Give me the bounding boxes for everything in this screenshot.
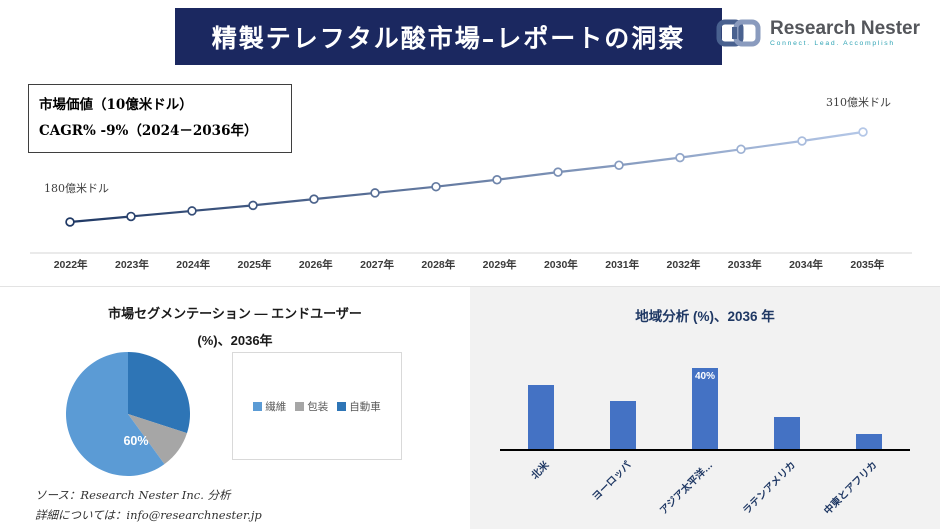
segmentation-title: 市場セグメンテーション — エンドユーザー (%)、2036年 xyxy=(10,300,460,355)
legend-item-繊維: 繊維 xyxy=(253,399,286,414)
data-point-marker xyxy=(736,144,746,155)
bar-value-label: 40% xyxy=(694,371,716,383)
bar-column: ヨーロッパ xyxy=(582,358,664,503)
market-value-line-chart xyxy=(30,127,912,254)
footer-source: ソース：Research Nester Inc. 分析 xyxy=(35,488,231,502)
logo-text: Research Nester Connect. Lead. Accomplis… xyxy=(770,17,920,48)
data-point-marker xyxy=(248,200,258,211)
pie-slice-自動車 xyxy=(128,352,191,434)
footer: ソース：Research Nester Inc. 分析 詳細については：info… xyxy=(35,486,262,525)
legend-item-自動車: 自動車 xyxy=(337,399,381,414)
pie-data-label: 60% xyxy=(123,434,148,448)
x-axis-label: 2028年 xyxy=(421,259,456,271)
footer-contact: 詳細については：info@researchnester.jp xyxy=(35,507,262,522)
x-axis-label: 2024年 xyxy=(176,259,211,271)
legend-item-包装: 包装 xyxy=(295,399,328,414)
segmentation-title-line2: (%)、2036年 xyxy=(197,333,273,349)
bar-column: ラテンアメリカ xyxy=(741,358,828,517)
data-point-marker xyxy=(126,211,136,222)
cagr-label: CAGR% -9%（2024－2036年） xyxy=(39,123,258,140)
pie-slice-包装 xyxy=(128,414,187,465)
data-point-marker xyxy=(614,160,624,170)
x-axis-label: 2031年 xyxy=(605,259,640,271)
pie-legend: 繊維 包装 自動車 xyxy=(232,352,402,460)
region-analysis-title: 地域分析 (%)、2036 年 xyxy=(635,309,775,324)
x-axis-labels: 2022年 2023年 2024年 2025年 2026年 2027年 2028年 2029年… xyxy=(40,257,898,272)
x-axis-label: 2022年 xyxy=(53,259,88,271)
chain-links-icon xyxy=(716,19,761,47)
x-axis-label: 2035年 xyxy=(850,259,885,271)
x-axis-label: 2033年 xyxy=(727,259,762,271)
legend-label: 繊維 xyxy=(265,400,287,413)
x-axis-label: 2025年 xyxy=(237,259,272,271)
x-axis-label: 2030年 xyxy=(543,259,578,271)
data-point-marker xyxy=(65,217,75,227)
market-value-label: 市場価値（10億米ドル） xyxy=(39,97,193,113)
segmentation-title-line1: 市場セグメンテーション — エンドユーザー xyxy=(108,306,362,321)
bar-ラテンアメリカ xyxy=(774,417,800,450)
x-axis-label: 2029年 xyxy=(482,259,517,271)
data-point-marker xyxy=(553,167,563,177)
x-axis-label: 2032年 xyxy=(666,259,701,271)
title-banner: 精製テレフタル酸市場–レポートの洞察 xyxy=(175,8,722,65)
pie-slice-繊維 xyxy=(65,352,165,476)
legend-swatch-icon xyxy=(337,401,347,411)
bar-column: 北米 xyxy=(500,358,582,482)
page-title: 精製テレフタル酸市場–レポートの洞察 xyxy=(211,23,686,53)
trend-line xyxy=(68,130,865,224)
data-point-marker xyxy=(858,127,868,137)
legend-swatch-icon xyxy=(295,401,305,411)
data-point-marker xyxy=(797,136,807,146)
x-axis-label: 2023年 xyxy=(114,259,149,271)
bar-アジア太平洋…: 40% xyxy=(692,368,718,450)
bar-column: 中東とアフリカ xyxy=(822,358,910,517)
logo-name: Research Nester xyxy=(770,17,920,39)
legend-label: 包装 xyxy=(307,400,329,413)
legend-label: 自動車 xyxy=(349,400,381,413)
bar-北米 xyxy=(528,384,554,450)
data-point-marker xyxy=(187,206,197,216)
start-value-label: 180億米ドル xyxy=(44,182,109,195)
data-point-marker xyxy=(431,181,441,192)
data-point-marker xyxy=(309,194,319,204)
region-bar-chart: 北米 ヨーロッパ 40% アジア太平洋… ラテンアメリカ 中東とアフリカ xyxy=(500,358,910,517)
x-axis-label: 2034年 xyxy=(789,259,823,271)
enduser-pie-chart: 60% xyxy=(65,352,191,476)
legend-swatch-icon xyxy=(253,401,263,411)
bar-ヨーロッパ xyxy=(610,400,636,450)
data-point-marker xyxy=(492,175,502,185)
end-value-label: 310億米ドル xyxy=(826,96,891,109)
bar-中東とアフリカ xyxy=(856,433,882,450)
data-point-marker xyxy=(675,152,685,163)
market-value-box: 市場価値（10億米ドル） CAGR% -9%（2024－2036年） xyxy=(28,84,292,153)
x-axis-label: 2026年 xyxy=(298,259,333,271)
x-axis-label: 2027年 xyxy=(360,259,394,271)
bar-axis-baseline xyxy=(500,449,910,451)
section-divider xyxy=(0,286,940,287)
brand-logo: Research Nester Connect. Lead. Accomplis… xyxy=(716,17,920,49)
data-point-marker xyxy=(370,188,380,198)
bar-column: 40% アジア太平洋… xyxy=(659,358,746,517)
logo-tagline: Connect. Lead. Accomplish xyxy=(770,40,895,48)
